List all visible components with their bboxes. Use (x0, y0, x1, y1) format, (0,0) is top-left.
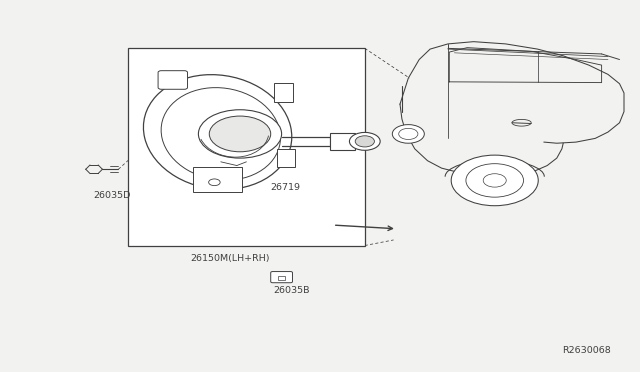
FancyBboxPatch shape (158, 71, 188, 89)
Text: 26719: 26719 (270, 183, 300, 192)
Circle shape (209, 179, 220, 186)
Bar (193, 167, 242, 192)
Text: 26035D: 26035D (93, 191, 131, 200)
Circle shape (198, 110, 282, 158)
Circle shape (392, 125, 424, 143)
Circle shape (349, 132, 380, 150)
Bar (278, 276, 285, 280)
Circle shape (355, 136, 374, 147)
Text: 26035B: 26035B (273, 286, 310, 295)
Circle shape (399, 128, 418, 140)
Circle shape (483, 174, 506, 187)
Bar (330, 133, 355, 150)
Circle shape (466, 164, 524, 197)
FancyBboxPatch shape (271, 272, 292, 283)
Ellipse shape (161, 88, 280, 180)
Text: R2630068: R2630068 (563, 346, 611, 355)
Bar (274, 83, 293, 102)
Ellipse shape (143, 75, 292, 189)
Circle shape (209, 116, 271, 152)
Bar (128, 48, 365, 246)
Text: 26150M(LH+RH): 26150M(LH+RH) (191, 254, 270, 263)
Bar (277, 149, 295, 167)
Circle shape (451, 155, 538, 206)
